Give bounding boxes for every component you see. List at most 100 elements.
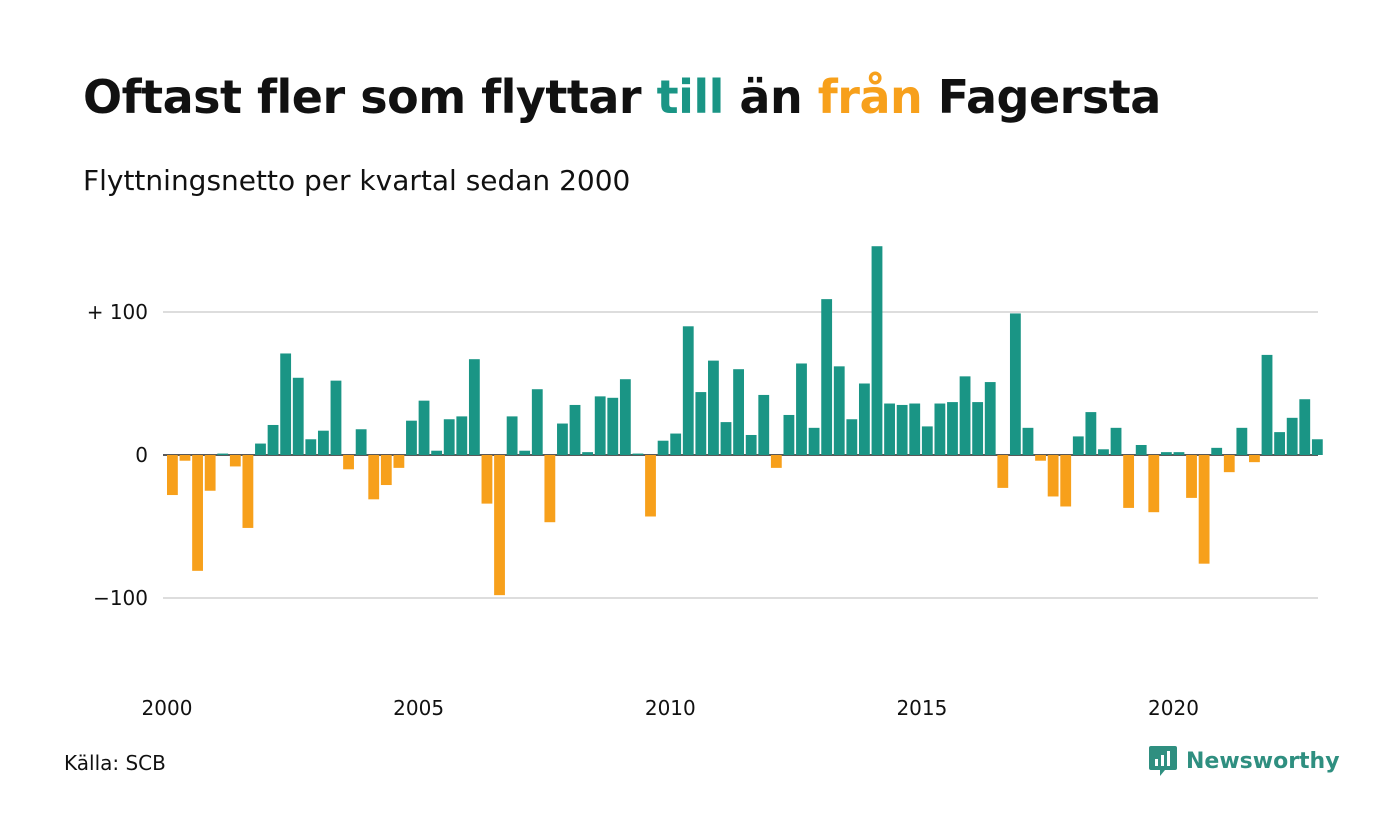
bar-2000-Q1: [167, 455, 178, 496]
bar-2011-Q4: [758, 394, 770, 455]
bar-2016-Q4: [1009, 313, 1021, 455]
source-note: Källa: SCB: [64, 751, 166, 775]
bar-2007-Q1: [519, 450, 531, 455]
bar-2018-Q3: [1098, 449, 1109, 455]
bar-2020-Q1: [1173, 452, 1185, 455]
bar-2016-Q1: [972, 402, 984, 455]
title-part1: Oftast fler som flyttar: [83, 70, 657, 124]
bar-2001-Q3: [242, 455, 254, 528]
bar-2006-Q1: [468, 359, 480, 455]
bar-2014-Q3: [896, 404, 908, 455]
bar-2022-Q1: [1274, 432, 1286, 455]
bars: [167, 246, 1323, 596]
chart-title: Oftast fler som flyttar till än från Fag…: [83, 70, 1161, 124]
bar-2002-Q2: [280, 353, 292, 455]
bar-2006-Q3: [494, 455, 505, 596]
bar-2018-Q1: [1072, 436, 1084, 455]
bar-2003-Q2: [330, 380, 342, 455]
bar-chart: + 100 0 −100 2000 2005 2010 2015 2020: [87, 246, 1323, 720]
bar-2003-Q4: [355, 429, 367, 455]
y-tick-label: 0: [135, 443, 148, 467]
bar-2007-Q4: [557, 423, 568, 455]
bar-2004-Q1: [368, 455, 380, 500]
bar-2012-Q3: [796, 363, 807, 455]
bar-2013-Q3: [846, 419, 858, 455]
bar-2008-Q1: [569, 404, 581, 455]
bar-2001-Q4: [255, 443, 266, 455]
bar-2002-Q4: [305, 439, 317, 455]
bar-2019-Q2: [1135, 444, 1147, 455]
bar-2014-Q2: [884, 403, 895, 455]
bar-2021-Q2: [1236, 427, 1248, 455]
brand-name: Newsworthy: [1186, 748, 1340, 774]
bar-2022-Q3: [1299, 399, 1311, 455]
bar-2013-Q2: [833, 366, 845, 455]
bar-2016-Q2: [984, 382, 996, 455]
bar-2008-Q3: [594, 396, 606, 455]
bar-2011-Q2: [733, 369, 744, 455]
bar-2010-Q2: [682, 326, 694, 455]
bar-2015-Q2: [934, 403, 946, 455]
bar-2000-Q4: [204, 455, 216, 491]
bar-2013-Q4: [858, 383, 870, 455]
bar-2005-Q4: [456, 416, 468, 455]
bar-2020-Q4: [1211, 447, 1223, 455]
bar-2017-Q4: [1060, 455, 1072, 507]
bar-2019-Q4: [1160, 452, 1172, 455]
bar-2006-Q2: [481, 455, 493, 504]
x-tick-label: 2005: [393, 696, 444, 720]
bar-2017-Q2: [1035, 455, 1046, 461]
bar-2009-Q3: [645, 455, 656, 517]
bar-2009-Q4: [657, 440, 669, 455]
bar-2010-Q3: [695, 392, 707, 455]
title-till-word: till: [656, 70, 725, 124]
brand-logo[interactable]: Newsworthy: [1148, 744, 1340, 778]
bar-2014-Q4: [909, 403, 921, 455]
bar-2015-Q1: [921, 426, 933, 455]
bar-2022-Q2: [1286, 417, 1298, 455]
bar-2009-Q1: [619, 379, 631, 455]
title-fran-word: från: [817, 70, 923, 124]
bar-2021-Q1: [1223, 455, 1235, 473]
bar-2007-Q3: [544, 455, 556, 523]
bar-2008-Q2: [582, 452, 594, 455]
bar-2005-Q3: [443, 419, 455, 455]
bar-2003-Q1: [317, 430, 329, 455]
y-tick-label: + 100: [87, 300, 148, 324]
bar-2005-Q2: [431, 450, 443, 455]
bar-2007-Q2: [531, 389, 543, 455]
bar-2021-Q3: [1249, 455, 1260, 463]
bar-2019-Q3: [1148, 455, 1160, 513]
x-tick-label: 2000: [142, 696, 193, 720]
bar-2000-Q3: [192, 455, 203, 571]
bar-2012-Q1: [770, 455, 782, 468]
bar-2004-Q3: [393, 455, 405, 468]
bar-2000-Q2: [179, 455, 191, 461]
bar-2001-Q2: [229, 455, 241, 467]
bar-2017-Q1: [1022, 427, 1034, 455]
bar-2006-Q4: [506, 416, 518, 455]
bar-2004-Q2: [380, 455, 392, 486]
bar-2012-Q2: [783, 414, 795, 455]
bar-2011-Q3: [745, 434, 757, 455]
bar-2015-Q3: [947, 402, 958, 455]
x-tick-label: 2015: [896, 696, 947, 720]
bar-2010-Q1: [670, 433, 682, 455]
x-tick-label: 2020: [1148, 696, 1199, 720]
x-tick-label: 2010: [645, 696, 696, 720]
bar-2002-Q1: [267, 424, 279, 455]
bar-2012-Q4: [808, 427, 820, 455]
bar-2009-Q2: [632, 453, 644, 455]
bar-2001-Q1: [217, 453, 229, 455]
bar-2015-Q4: [959, 376, 971, 455]
bar-2011-Q1: [720, 422, 732, 455]
y-axis-tick-labels: + 100 0 −100: [87, 300, 148, 610]
bar-2022-Q4: [1311, 439, 1323, 455]
newsworthy-logo-icon: [1149, 746, 1177, 776]
bar-2014-Q1: [871, 246, 883, 455]
bar-2020-Q2: [1186, 455, 1197, 498]
bar-2005-Q1: [418, 400, 430, 455]
bar-2002-Q3: [292, 377, 304, 455]
chart-subtitle: Flyttningsnetto per kvartal sedan 2000: [83, 164, 631, 197]
bar-2003-Q3: [343, 455, 354, 470]
